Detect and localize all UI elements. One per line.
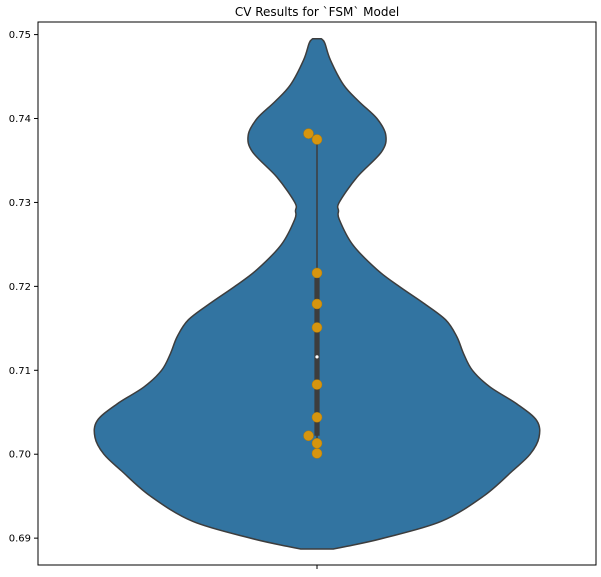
data-point: [311, 298, 323, 310]
data-point: [311, 412, 323, 423]
data-point: [311, 322, 323, 333]
y-axis: 0.69 0.70 0.71 0.72 0.73 0.74 0.75: [9, 30, 38, 545]
y-tick-label: 0.73: [9, 198, 31, 209]
y-tick-label: 0.69: [9, 534, 31, 545]
data-point: [311, 448, 323, 459]
y-tick-label: 0.70: [9, 450, 31, 461]
data-point: [303, 430, 314, 442]
y-tick-label: 0.71: [9, 366, 31, 377]
chart-title: CV Results for `FSM` Model: [235, 5, 399, 19]
data-point: [311, 267, 323, 279]
y-tick-label: 0.72: [9, 282, 31, 293]
data-point: [311, 379, 323, 390]
data-point: [303, 128, 314, 139]
plot-area: [93, 38, 541, 550]
data-point: [311, 134, 323, 145]
median-dot: [315, 355, 319, 359]
data-point: [311, 438, 323, 449]
y-tick-label: 0.75: [9, 30, 31, 41]
y-tick-label: 0.74: [9, 114, 31, 125]
